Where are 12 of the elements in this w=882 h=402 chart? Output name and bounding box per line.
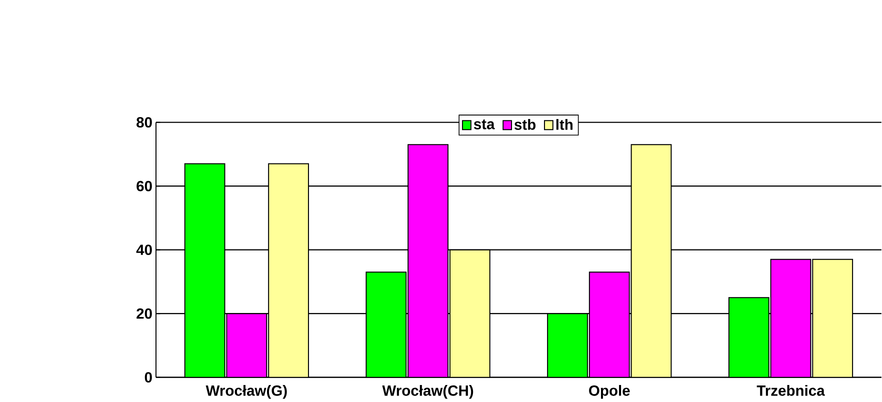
y-tick-label: 60: [136, 180, 152, 192]
x-tick-label: Wrocław(CH): [382, 384, 474, 399]
y-tick-label: 20: [136, 308, 152, 319]
y-tick-label: 0: [144, 372, 152, 383]
y-tick-label: 80: [136, 117, 152, 128]
x-tick-label: Opole: [589, 384, 630, 399]
legend-label: stb: [514, 119, 536, 130]
legend-label: lth: [556, 119, 572, 130]
x-tick-label: Trzebnica: [756, 384, 825, 396]
y-tick-label: 40: [136, 244, 152, 256]
legend-label: sta: [474, 120, 495, 130]
x-tick-label: Wrocław(G): [206, 384, 287, 399]
